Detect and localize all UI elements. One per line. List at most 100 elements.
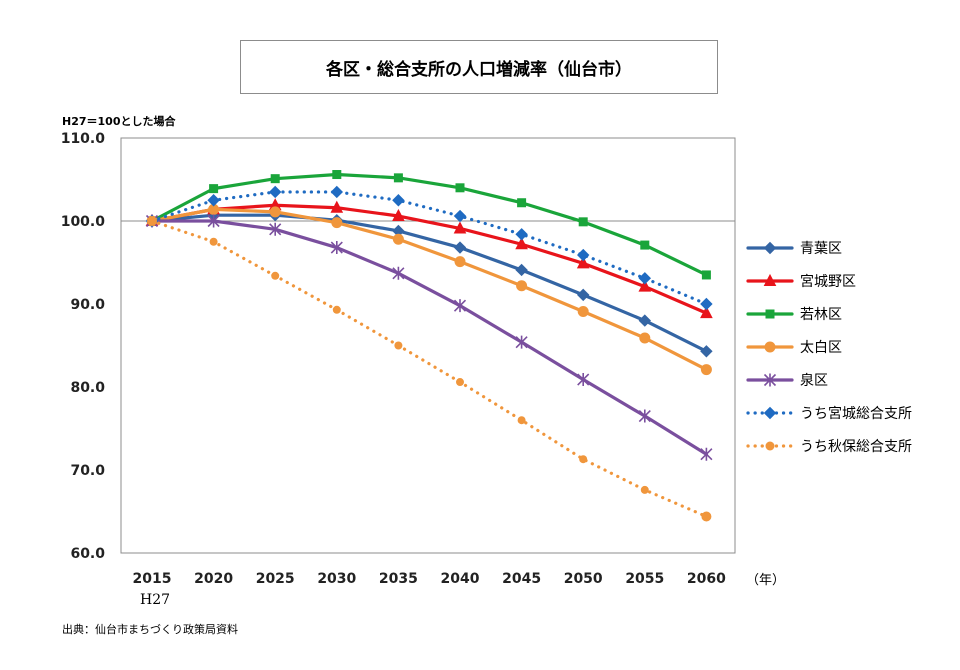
data-point — [207, 214, 220, 228]
data-point — [577, 373, 590, 387]
y-tick-label: 90.0 — [70, 297, 105, 313]
data-point — [268, 185, 282, 199]
data-point — [392, 233, 404, 245]
legend-label: うち秋保総合支所 — [800, 439, 912, 455]
data-point — [394, 341, 403, 350]
data-point — [330, 241, 343, 255]
x-tick-label: 2015 — [133, 571, 172, 587]
data-point — [517, 416, 526, 425]
data-point — [270, 174, 280, 184]
x-tick-label: 2030 — [317, 571, 356, 587]
x-tick-label: 2025 — [256, 571, 295, 587]
data-point — [576, 288, 590, 302]
data-point — [516, 280, 528, 292]
legend-swatch-marker — [764, 341, 776, 353]
data-point — [454, 256, 466, 268]
source-note: 出典：仙台市まちづくり政策局資料 — [62, 623, 238, 636]
x-tick-label: 2060 — [687, 571, 726, 587]
data-point — [515, 237, 528, 250]
data-point — [700, 364, 712, 376]
legend-swatch-marker — [765, 309, 775, 319]
data-point — [392, 266, 405, 280]
data-point — [453, 299, 467, 313]
legend-label: 宮城野区 — [800, 274, 856, 290]
data-point — [576, 248, 590, 262]
data-point — [638, 279, 652, 292]
data-point — [576, 256, 590, 269]
x-axis-unit-label: （年） — [746, 573, 786, 588]
legend-swatch-marker — [765, 441, 775, 451]
legend-swatch-marker — [763, 373, 777, 387]
data-point — [330, 200, 344, 213]
legend-swatch-marker — [763, 406, 777, 420]
data-point — [577, 305, 589, 317]
data-point — [517, 198, 527, 208]
legend-label: 泉区 — [800, 372, 828, 389]
data-point — [453, 221, 467, 234]
data-point — [455, 183, 465, 193]
series-line-4 — [150, 207, 709, 372]
data-point — [579, 455, 588, 464]
x-tick-label: 2045 — [502, 571, 541, 587]
x-tick-label: 2035 — [379, 571, 418, 587]
data-point — [701, 511, 712, 522]
data-point — [330, 185, 344, 199]
data-point — [638, 409, 651, 423]
x-axis-era-label: H27 — [140, 592, 171, 608]
x-tick-label: 2055 — [625, 571, 664, 587]
x-tick-label: 2050 — [564, 571, 603, 587]
data-point — [208, 203, 220, 215]
data-point — [271, 271, 280, 280]
data-point — [700, 345, 713, 358]
data-point — [453, 209, 467, 223]
data-point — [331, 217, 343, 229]
legend-label: 若林区 — [800, 307, 842, 323]
data-point — [453, 241, 467, 254]
legend-label: 太白区 — [800, 340, 842, 356]
data-point — [269, 206, 281, 218]
data-point — [700, 297, 713, 311]
y-tick-label: 100.0 — [61, 214, 106, 230]
chart-title: 各区・総合支所の人口増減率（仙台市） — [240, 40, 718, 94]
legend-swatch-marker — [763, 273, 777, 286]
legend-label: うち宮城総合支所 — [800, 406, 912, 422]
data-point — [638, 314, 652, 327]
data-point — [456, 378, 464, 387]
data-point — [392, 194, 405, 207]
series-line-5 — [150, 219, 709, 456]
series-line-6 — [150, 190, 709, 306]
data-point — [269, 222, 282, 236]
data-point — [640, 485, 649, 494]
legend-swatch-marker — [763, 241, 777, 255]
series-line-3 — [150, 172, 709, 277]
y-tick-label: 70.0 — [70, 463, 105, 479]
data-point — [701, 270, 711, 280]
legend-label: 青葉区 — [800, 241, 842, 257]
series-line-7 — [150, 219, 709, 519]
data-point — [332, 305, 341, 314]
data-point — [392, 208, 405, 222]
data-point — [515, 228, 528, 241]
data-point — [700, 306, 713, 319]
data-point — [638, 272, 652, 285]
y-tick-label: 110.0 — [61, 131, 106, 147]
x-tick-label: 2040 — [441, 571, 480, 587]
data-point — [639, 332, 651, 344]
y-tick-label: 80.0 — [70, 380, 105, 396]
data-point — [515, 335, 528, 349]
data-point — [147, 216, 157, 226]
series-line-1 — [150, 213, 709, 353]
data-point — [515, 263, 528, 277]
data-point — [209, 184, 219, 194]
plot-area-frame — [120, 137, 736, 554]
data-point — [700, 447, 713, 461]
data-point — [207, 194, 220, 207]
data-point — [640, 240, 650, 250]
data-point — [578, 217, 588, 227]
data-point — [209, 237, 218, 246]
x-tick-label: 2020 — [194, 571, 233, 587]
chart-subtitle: H27＝100とした場合 — [62, 115, 176, 128]
series-line-2 — [150, 203, 709, 315]
data-point — [332, 170, 342, 180]
